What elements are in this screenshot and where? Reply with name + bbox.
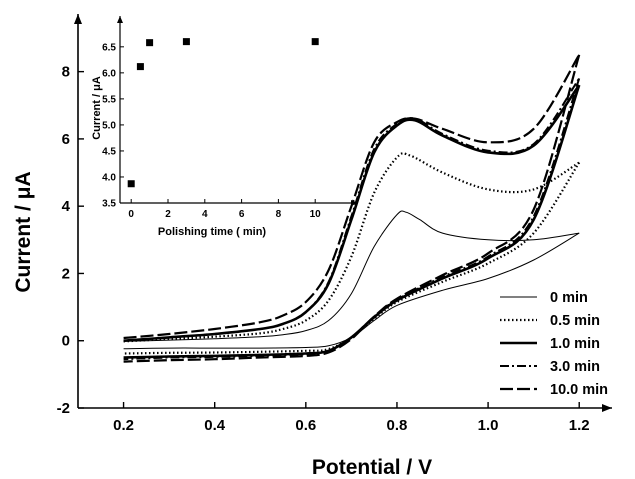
cv-curve-3-forward — [123, 77, 581, 342]
legend-label: 1.0 min — [550, 336, 600, 352]
legend: 0 min 0.5 min 1.0 min 3.0 min 10.0 min — [500, 290, 608, 398]
inset-x-tick-label: 2 — [165, 209, 171, 220]
y-tick-label: 6 — [62, 131, 70, 148]
y-ticks: -2 0 2 4 6 8 — [57, 64, 84, 417]
y-tick-label: 2 — [62, 265, 70, 282]
inset-y-tick-label: 5.0 — [102, 120, 116, 131]
inset-x-tick-label: 4 — [202, 209, 208, 220]
inset-y-tick-label: 6.5 — [102, 42, 116, 53]
y-tick-label: 4 — [62, 198, 71, 215]
x-ticks: 0.2 0.4 0.6 0.8 1.0 1.2 — [113, 402, 590, 434]
x-tick-label: 0.8 — [387, 417, 408, 434]
y-tick-label: 8 — [62, 64, 70, 81]
inset-data-point — [136, 63, 144, 71]
legend-label: 3.0 min — [550, 359, 600, 375]
inset-data-point — [311, 38, 319, 46]
inset-plot: 0 2 4 6 8 10 3.5 4.0 4.5 5.0 5.5 6.0 6.5 Polishing … — [91, 16, 358, 238]
x-axis-arrow — [602, 404, 612, 412]
inset-y-ticks: 3.5 4.0 4.5 5.0 5.5 6.0 6.5 — [102, 42, 124, 210]
inset-x-tick-label: 10 — [310, 209, 322, 220]
cv-curve-1-forward — [123, 152, 580, 343]
inset-y-axis-title: Current / μA — [91, 76, 103, 140]
inset-x-tick-label: 6 — [239, 209, 245, 220]
x-axis-title: Potential / V — [312, 456, 432, 479]
inset-x-tick-label: 8 — [276, 209, 282, 220]
y-axis-arrow — [74, 14, 82, 24]
legend-label: 10.0 min — [550, 382, 608, 398]
main-curves — [123, 54, 581, 363]
y-tick-label: -2 — [57, 400, 70, 417]
legend-label: 0 min — [550, 290, 588, 306]
x-tick-label: 0.6 — [295, 417, 316, 434]
inset-x-axis-arrow — [351, 200, 358, 206]
x-tick-label: 0.2 — [113, 417, 134, 434]
cv-curve-1-reverse — [123, 161, 581, 355]
x-tick-label: 1.0 — [478, 417, 499, 434]
inset-data-point — [127, 180, 135, 188]
y-axis-title: Current / μA — [12, 171, 35, 292]
x-tick-label: 0.4 — [204, 417, 226, 434]
inset-x-axis-title: Polishing time ( min) — [158, 226, 267, 238]
cv-curve-2-forward — [123, 84, 581, 342]
inset-data-point — [146, 39, 154, 47]
y-tick-label: 0 — [62, 333, 70, 350]
inset-y-tick-label: 3.5 — [102, 199, 116, 210]
inset-data-point — [182, 38, 190, 46]
inset-y-tick-label: 4.0 — [102, 172, 116, 183]
inset-y-axis-arrow — [117, 16, 123, 23]
main-plot: 0.2 0.4 0.6 0.8 1.0 1.2 -2 0 2 4 6 8 Potential / V… — [12, 14, 612, 479]
inset-y-tick-label: 4.5 — [102, 146, 116, 157]
cv-curve-4-forward — [123, 54, 581, 340]
inset-x-ticks: 0 2 4 6 8 10 — [128, 199, 321, 220]
inset-points — [127, 38, 319, 188]
legend-label: 0.5 min — [550, 313, 600, 329]
inset-x-tick-label: 0 — [128, 209, 134, 220]
inset-y-tick-label: 5.5 — [102, 94, 116, 105]
inset-y-tick-label: 6.0 — [102, 68, 116, 79]
cv-curve-0-forward — [123, 210, 580, 342]
cv-curve-4-reverse — [123, 54, 581, 363]
x-tick-label: 1.2 — [569, 417, 590, 434]
